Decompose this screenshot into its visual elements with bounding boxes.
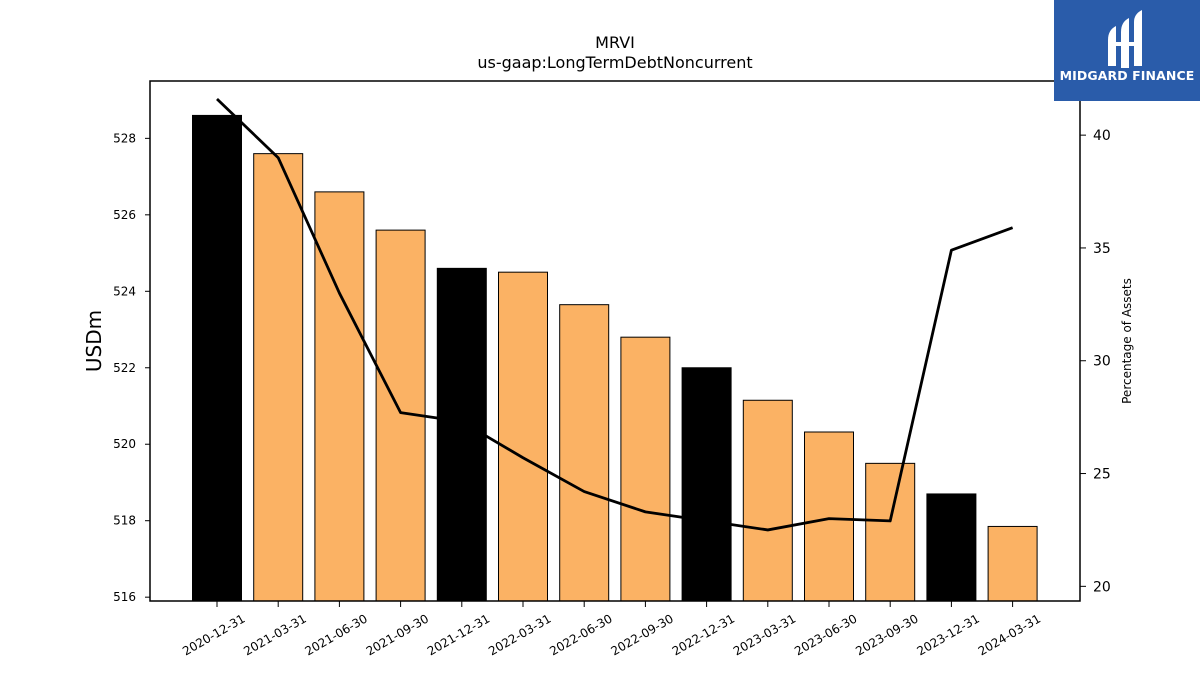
bar-2023-03-31 xyxy=(742,399,793,602)
y2-tick-label: 30 xyxy=(1093,354,1111,370)
x-tick-label: 2023-09-30 xyxy=(853,611,920,658)
x-tick-label: 2021-06-30 xyxy=(302,611,369,658)
bar-2022-06-30 xyxy=(559,304,610,602)
x-tick-label: 2022-09-30 xyxy=(608,611,675,658)
bar-2023-09-30 xyxy=(865,462,916,602)
x-tick-label: 2024-03-31 xyxy=(976,611,1043,658)
x-tick-label: 2021-12-31 xyxy=(425,611,492,658)
x-tick-label: 2023-12-31 xyxy=(914,611,981,658)
x-tick-label: 2020-12-31 xyxy=(180,611,247,658)
brand-name: MIDGARD FINANCE xyxy=(1059,68,1195,83)
percentage-line xyxy=(216,98,1014,532)
bar-2023-12-31 xyxy=(926,493,977,602)
y-axis-right: 20 25 30 35 40 xyxy=(1080,128,1111,595)
midgard-logo-icon xyxy=(1108,10,1142,68)
y-tick-label: 522 xyxy=(113,361,136,375)
chart-subtitle: us-gaap:LongTermDebtNoncurrent xyxy=(477,53,752,72)
line-series xyxy=(216,98,1014,532)
y2-tick-label: 20 xyxy=(1093,579,1111,595)
y2-axis-label: Percentage of Assets xyxy=(1120,278,1134,404)
x-axis: 2020-12-312021-03-312021-06-302021-09-30… xyxy=(180,601,1043,658)
y-tick-label: 516 xyxy=(113,590,136,604)
x-tick-label: 2021-03-31 xyxy=(241,611,308,658)
y-tick-label: 528 xyxy=(113,131,136,145)
x-tick-label: 2023-06-30 xyxy=(792,611,859,658)
chart-title: MRVI xyxy=(595,33,635,52)
bar-2021-03-31 xyxy=(253,153,304,602)
y-tick-label: 526 xyxy=(113,208,136,222)
bar-series xyxy=(192,114,1038,602)
y-tick-label: 524 xyxy=(113,284,136,298)
bar-2021-12-31 xyxy=(436,267,487,602)
x-tick-label: 2022-12-31 xyxy=(670,611,737,658)
y-tick-label: 520 xyxy=(113,437,136,451)
y-tick-label: 518 xyxy=(113,514,136,528)
bar-2024-03-31 xyxy=(987,525,1038,602)
y2-tick-label: 35 xyxy=(1093,241,1111,257)
y-axis-label: USDm xyxy=(82,310,106,372)
bar-2022-09-30 xyxy=(620,336,671,602)
bar-2022-12-31 xyxy=(681,367,732,602)
x-tick-label: 2022-03-31 xyxy=(486,611,553,658)
y-axis-left: 516 518 520 522 524 526 528 xyxy=(113,131,150,604)
y2-tick-label: 40 xyxy=(1093,128,1111,144)
bar-2022-03-31 xyxy=(498,271,548,602)
y2-tick-label: 25 xyxy=(1093,467,1111,483)
brand-logo: MIDGARD FINANCE xyxy=(1054,0,1200,101)
x-tick-label: 2021-09-30 xyxy=(364,611,431,658)
bar-2023-06-30 xyxy=(804,431,854,602)
x-tick-label: 2022-06-30 xyxy=(547,611,614,658)
plot-frame xyxy=(149,80,1081,602)
bar-2020-12-31 xyxy=(192,114,242,602)
x-tick-label: 2023-03-31 xyxy=(731,611,798,658)
